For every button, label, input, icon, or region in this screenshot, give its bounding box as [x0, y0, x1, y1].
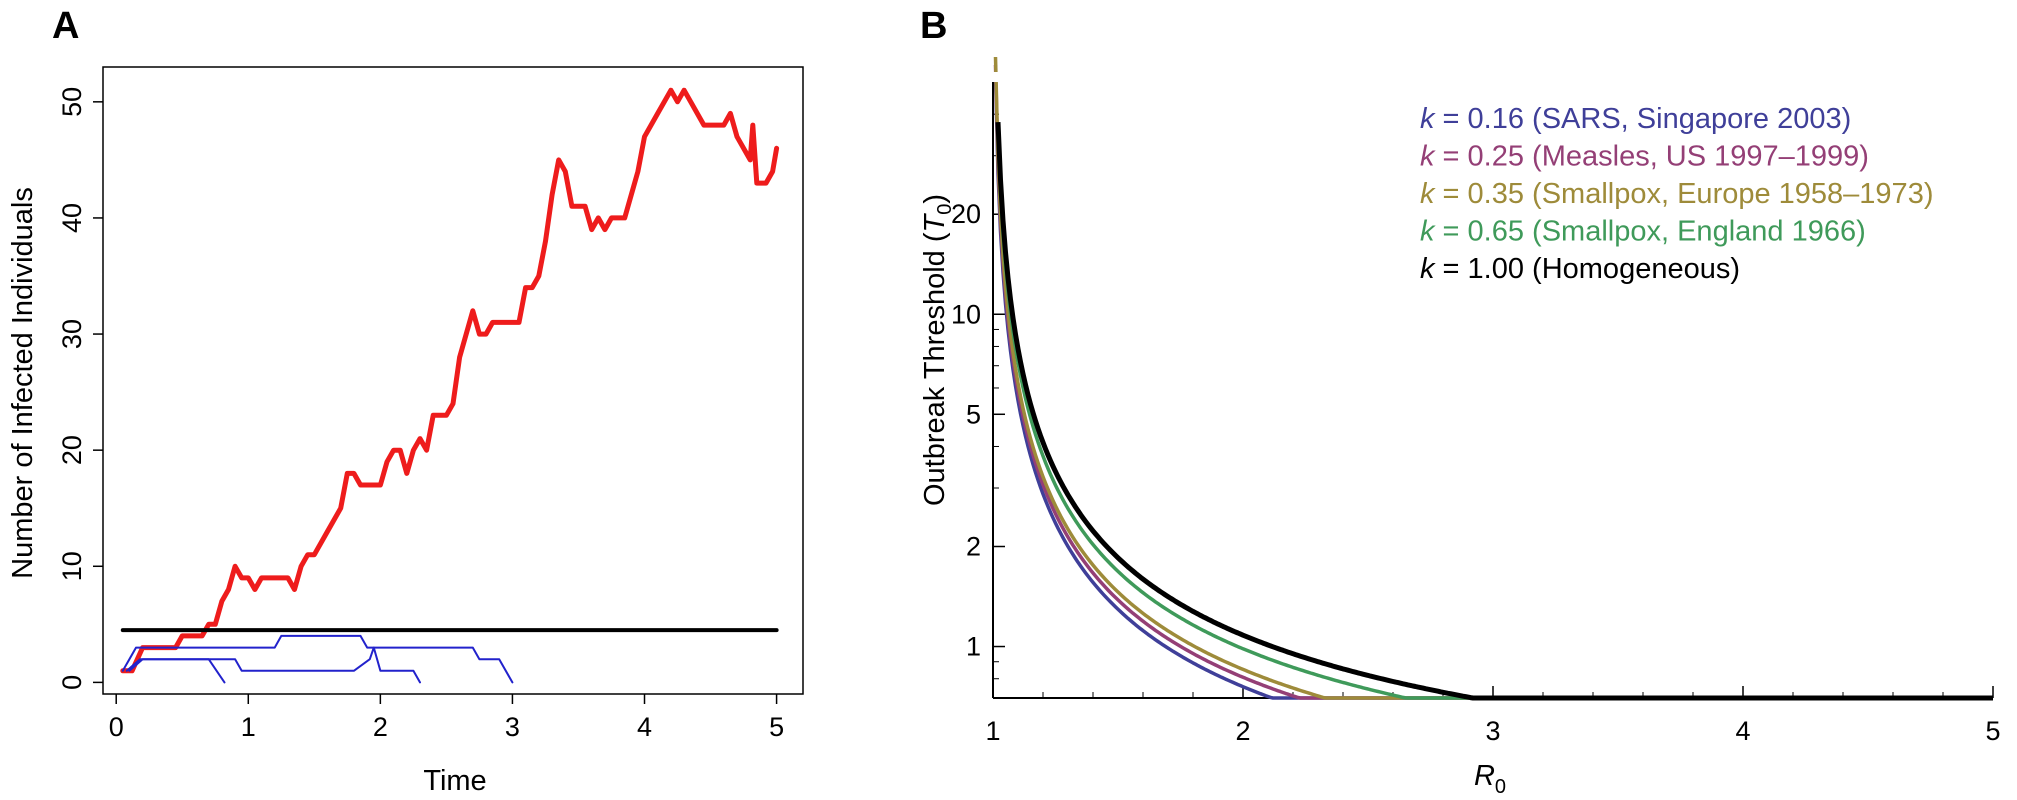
chart-b-y-tick-label: 20: [951, 199, 981, 229]
chart-a-x-label: Time: [423, 765, 486, 797]
chart-b-x-label: R0: [1474, 760, 1506, 798]
chart-b-legend-entry: k = 0.35 (Smallpox, Europe 1958–1973): [1420, 178, 1933, 210]
chart-b-y-tick-label: 5: [966, 399, 981, 429]
chart-a-x-tick-label: 4: [637, 712, 652, 742]
chart-b-y-label: Outbreak Threshold (T0): [919, 194, 956, 506]
chart-b-x-ticks: 1 2 3 4 5: [985, 686, 2001, 746]
chart-a-y-label: Number of Infected Individuals: [7, 187, 39, 579]
chart-a-x-tick-label: 3: [505, 712, 520, 742]
chart-a-y-tick-label: 10: [57, 551, 87, 581]
chart-b-legend-entry: k = 0.25 (Measles, US 1997–1999): [1420, 141, 1869, 173]
chart-a-x-ticks: 0 1 2 3 4 5: [109, 694, 784, 742]
chart-a-x-tick-label: 5: [769, 712, 784, 742]
panel-letter-a: A: [52, 5, 79, 47]
chart-a-series-blue-2: [125, 658, 226, 684]
chart-a: 0 1 2 3 4 5 0 10 20 30 40 50 Time Number of Infect…: [7, 66, 804, 797]
chart-b-legend-entry: k = 0.65 (Smallpox, England 1966): [1420, 216, 1866, 248]
panel-letter-b: B: [920, 5, 947, 47]
chart-a-x-tick-label: 0: [109, 712, 124, 742]
chart-a-series-blue-3: [128, 646, 421, 684]
chart-a-y-tick-label: 40: [57, 203, 87, 233]
chart-a-lines: [120, 87, 780, 684]
chart-b-x-tick-label: 1: [985, 716, 1000, 746]
chart-a-y-ticks: 0 10 20 30 40 50: [57, 87, 103, 690]
chart-b-x-tick-label: 4: [1735, 716, 1750, 746]
chart-b-x-tick-label: 5: [1985, 716, 2000, 746]
chart-b-legend: k = 0.16 (SARS, Singapore 2003) k = 0.25 …: [1420, 103, 1933, 285]
chart-a-y-tick-label: 50: [57, 87, 87, 117]
chart-a-x-tick-label: 1: [241, 712, 256, 742]
chart-b-y-ticks: 1 2 5 10 20: [951, 113, 1005, 680]
chart-a-y-tick-label: 30: [57, 319, 87, 349]
chart-a-series-red: [120, 87, 780, 674]
chart-b-series-4: [995, 121, 1993, 701]
chart-a-y-tick-label: 0: [57, 675, 87, 690]
chart-b-legend-entry: k = 1.00 (Homogeneous): [1420, 253, 1740, 285]
chart-b-y-tick-label: 10: [951, 299, 981, 329]
chart-b-y-tick-label: 2: [966, 532, 981, 562]
chart-a-frame: [102, 66, 804, 695]
chart-a-x-tick-label: 2: [373, 712, 388, 742]
chart-a-series-blue-1: [121, 634, 514, 684]
chart-b-y-tick-label: 1: [966, 632, 981, 662]
chart-b-x-tick-label: 3: [1485, 716, 1500, 746]
chart-a-y-tick-label: 20: [57, 435, 87, 465]
chart-b: 1 2 3 4 5 1 2 5 10 20 k = 0.16 (SARS, Singapore …: [919, 56, 2001, 798]
chart-b-x-tick-label: 2: [1235, 716, 1250, 746]
chart-b-legend-entry: k = 0.16 (SARS, Singapore 2003): [1420, 103, 1851, 135]
chart-b-lines: [993, 56, 1993, 701]
chart-b-clip-mask: [993, 72, 1993, 82]
